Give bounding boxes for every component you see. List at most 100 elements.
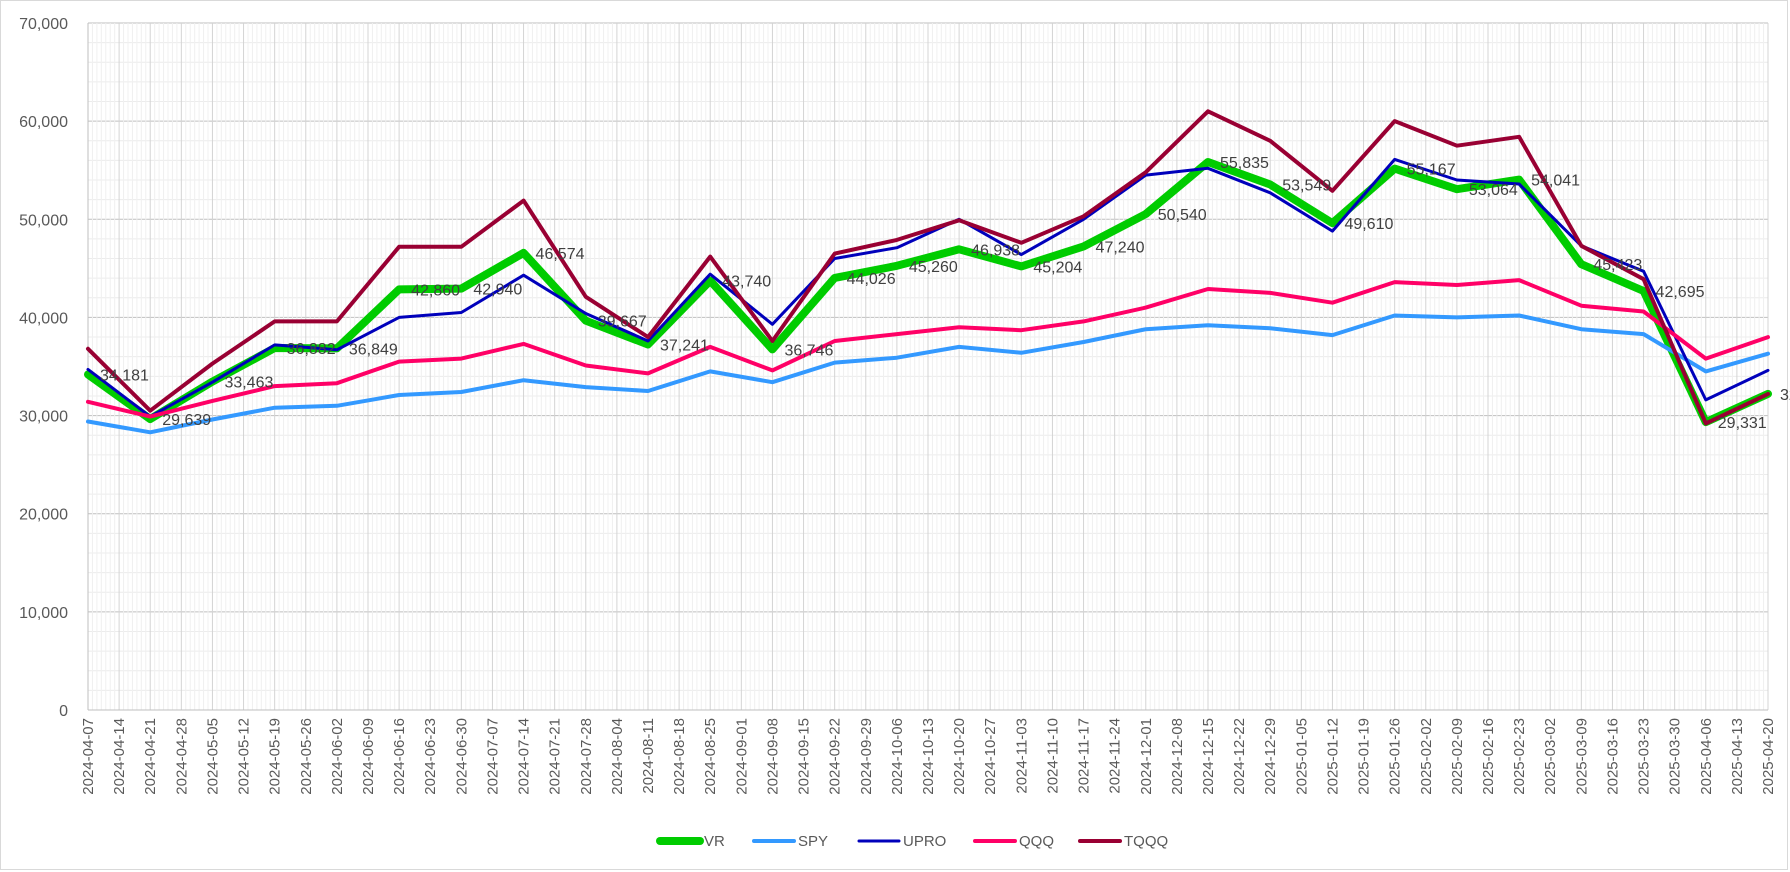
x-tick-label: 2024-06-30 — [453, 718, 470, 795]
x-tick-label: 2024-04-21 — [142, 718, 159, 795]
legend-label-qqq: QQQ — [1019, 833, 1054, 850]
x-tick-label: 2024-09-29 — [858, 718, 875, 795]
y-tick-label: 50,000 — [19, 212, 68, 229]
x-tick-label: 2024-04-28 — [173, 718, 190, 795]
x-tick-label: 2024-04-07 — [80, 718, 97, 795]
data-label: 53,549 — [1282, 177, 1331, 194]
y-tick-label: 40,000 — [19, 310, 68, 327]
legend: VR SPY UPRO QQQ TQQQ — [656, 833, 1168, 850]
x-tick-label: 2024-10-06 — [889, 718, 906, 795]
data-label: 32,204 — [1780, 387, 1790, 404]
data-label: 44,026 — [847, 271, 896, 288]
series-line-spy — [86, 313, 1770, 435]
x-tick-label: 2024-10-27 — [982, 718, 999, 795]
y-tick-label: 0 — [59, 703, 68, 720]
y-tick-label: 70,000 — [19, 16, 68, 33]
x-tick-label: 2024-11-10 — [1044, 718, 1061, 794]
y-tick-label: 20,000 — [19, 507, 68, 524]
data-label: 54,041 — [1531, 173, 1580, 190]
x-tick-label: 2025-03-23 — [1636, 718, 1653, 795]
data-label: 36,849 — [349, 341, 398, 358]
data-label: 34,181 — [100, 368, 149, 385]
data-label: 45,204 — [1033, 259, 1082, 276]
x-tick-label: 2025-01-19 — [1356, 718, 1373, 795]
x-tick-label: 2025-02-16 — [1480, 718, 1497, 795]
x-tick-label: 2024-07-28 — [578, 718, 595, 795]
x-tick-label: 2024-10-13 — [920, 718, 937, 795]
x-tick-label: 2025-03-30 — [1667, 718, 1684, 795]
data-label: 42,695 — [1656, 284, 1705, 301]
data-label: 53,064 — [1469, 182, 1518, 199]
axes: 0 10,000 20,000 30,000 40,000 50,000 60,000 70,… — [19, 16, 1777, 795]
data-label: 36,746 — [784, 342, 833, 359]
x-tick-label: 2024-12-01 — [1138, 718, 1155, 795]
data-label: 46,938 — [971, 242, 1020, 259]
x-tick-label: 2025-03-09 — [1573, 718, 1590, 795]
x-tick-label: 2024-09-22 — [827, 718, 844, 795]
series-lines — [84, 109, 1772, 435]
x-tick-label: 2024-06-16 — [391, 718, 408, 795]
x-tick-label: 2025-04-13 — [1729, 718, 1746, 795]
series-line-vr — [84, 158, 1772, 427]
x-tick-label: 2025-02-02 — [1418, 718, 1435, 795]
x-tick-label: 2024-12-29 — [1262, 718, 1279, 795]
x-tick-label: 2024-09-01 — [733, 718, 750, 795]
data-label: 45,260 — [909, 259, 958, 276]
x-tick-label: 2024-12-08 — [1169, 718, 1186, 795]
series-line-upro — [86, 157, 1770, 419]
series-line-tqqq — [86, 109, 1770, 426]
x-tick-label: 2024-08-04 — [609, 718, 626, 795]
x-tick-label: 2024-07-21 — [547, 718, 564, 795]
x-tick-label: 2024-08-25 — [702, 718, 719, 795]
data-label: 42,940 — [473, 282, 522, 299]
data-label: 33,463 — [224, 375, 273, 392]
x-tick-label: 2024-11-03 — [1013, 718, 1030, 794]
x-tick-label: 2024-05-12 — [236, 718, 253, 795]
data-label: 36,882 — [287, 341, 336, 358]
legend-label-tqqq: TQQQ — [1124, 833, 1168, 850]
x-tick-label: 2024-09-08 — [764, 718, 781, 795]
x-tick-label: 2024-05-26 — [298, 718, 315, 795]
x-tick-label: 2024-07-07 — [484, 718, 501, 795]
y-tick-label: 10,000 — [19, 605, 68, 622]
gridlines — [87, 22, 1769, 711]
x-tick-label: 2025-01-12 — [1324, 718, 1341, 795]
data-label: 49,610 — [1344, 216, 1393, 233]
data-label: 47,240 — [1096, 239, 1145, 256]
x-tick-label: 2024-04-14 — [111, 718, 128, 795]
data-label: 46,574 — [536, 246, 585, 263]
x-tick-label: 2024-07-14 — [516, 718, 533, 795]
data-label: 39,667 — [598, 314, 647, 331]
legend-label-spy: SPY — [798, 833, 828, 850]
x-tick-label: 2024-08-18 — [671, 718, 688, 795]
data-label: 45,423 — [1593, 257, 1642, 274]
x-tick-label: 2024-06-09 — [360, 718, 377, 795]
data-label: 55,835 — [1220, 155, 1269, 172]
x-tick-label: 2024-12-22 — [1231, 718, 1248, 795]
y-tick-label: 30,000 — [19, 409, 68, 426]
x-tick-label: 2024-11-24 — [1107, 718, 1124, 794]
x-tick-label: 2025-04-20 — [1760, 718, 1777, 795]
x-tick-label: 2025-02-09 — [1449, 718, 1466, 795]
data-label: 50,540 — [1158, 207, 1207, 224]
x-tick-label: 2025-03-02 — [1542, 718, 1559, 795]
data-label: 37,241 — [660, 338, 709, 355]
y-tick-label: 60,000 — [19, 114, 68, 131]
data-labels: 34,181 29,639 33,463 36,882 36,849 42,860 42,9… — [100, 155, 1790, 432]
x-tick-label: 2025-02-23 — [1511, 718, 1528, 795]
data-label: 43,740 — [722, 274, 771, 291]
legend-label-vr: VR — [704, 833, 725, 850]
x-tick-label: 2025-04-06 — [1698, 718, 1715, 795]
x-tick-label: 2025-03-16 — [1604, 718, 1621, 795]
data-label: 42,860 — [411, 282, 460, 299]
x-tick-label: 2024-05-19 — [267, 718, 284, 795]
x-tick-label: 2024-08-11 — [640, 718, 657, 794]
legend-label-upro: UPRO — [903, 833, 946, 850]
x-tick-label: 2024-06-02 — [329, 718, 346, 795]
data-label: 55,167 — [1407, 162, 1456, 179]
series-line-qqq — [86, 278, 1770, 419]
x-tick-label: 2024-05-05 — [204, 718, 221, 795]
